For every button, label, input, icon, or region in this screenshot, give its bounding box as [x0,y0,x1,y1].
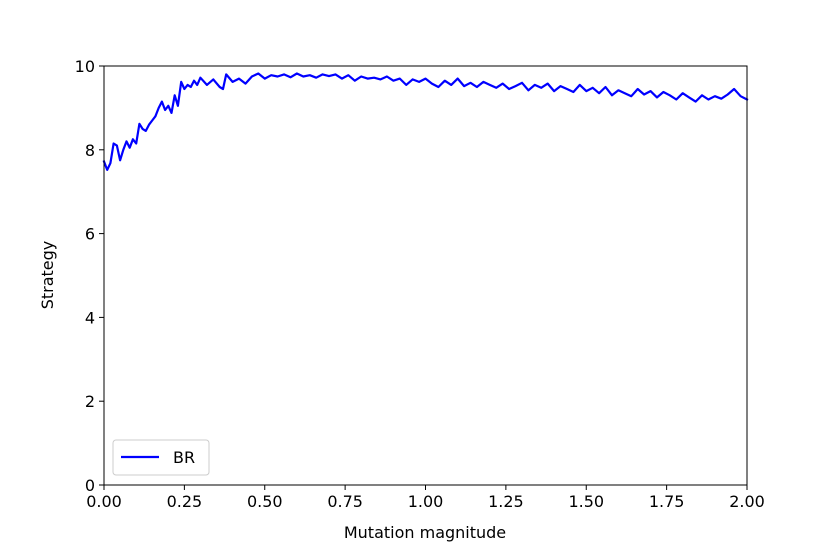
y-axis-ticks: 0 2 4 6 8 10 [75,57,104,495]
x-tick-label: 1.25 [488,492,524,511]
x-tick-label: 0.75 [327,492,363,511]
x-tick-label: 1.00 [408,492,444,511]
x-tick-label: 1.50 [568,492,604,511]
y-tick-label: 0 [85,476,95,495]
y-axis-label: Strategy [38,241,57,310]
x-tick-label: 2.00 [729,492,765,511]
legend-box [112,439,210,476]
y-tick-label: 2 [85,392,95,411]
x-tick-label: 0.00 [86,492,122,511]
x-tick-label: 0.25 [167,492,203,511]
x-tick-label: 1.75 [649,492,685,511]
legend-label-br: BR [173,448,195,467]
x-tick-label: 0.50 [247,492,283,511]
legend: BR [112,439,210,476]
x-axis-label: Mutation magnitude [344,523,506,542]
plot-frame [103,65,748,486]
y-tick-label: 4 [85,308,95,327]
y-tick-label: 8 [85,141,95,160]
series-line-br [102,72,749,171]
x-axis-ticks: 0.00 0.25 0.50 0.75 1.00 1.25 1.50 1.75 2.00 [86,485,765,511]
y-tick-label: 10 [75,57,95,76]
y-tick-label: 6 [85,225,95,244]
